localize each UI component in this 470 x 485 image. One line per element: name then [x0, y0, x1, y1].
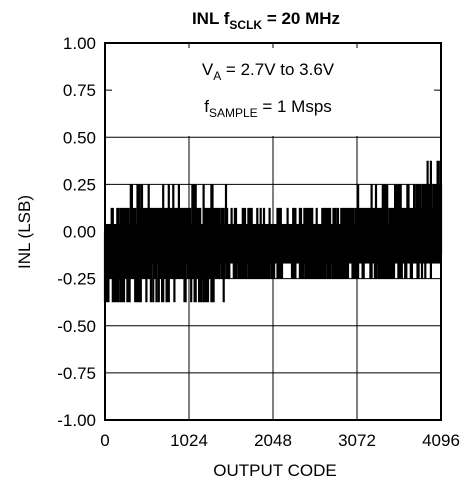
annotation-bg	[112, 48, 434, 136]
annotation-supply-rest: = 2.7V to 3.6V	[221, 60, 335, 79]
y-axis-title: INL (LSB)	[15, 195, 34, 269]
x-tick-label-4: 4096	[422, 431, 460, 450]
annotation-supply-range: VA = 2.7V to 3.6V	[202, 60, 335, 83]
chart-title: INL fSCLK = 20 MHz	[192, 9, 340, 32]
y-tick-label-6: -0.50	[57, 317, 96, 336]
x-tick-labels: 0 1024 2048 3072 4096	[100, 431, 460, 450]
x-tick-label-3: 3072	[338, 431, 376, 450]
annotation-sample-rate: fSAMPLE = 1 Msps	[204, 97, 332, 120]
x-tick-label-0: 0	[100, 431, 109, 450]
y-tick-label-3: 0.25	[63, 175, 96, 194]
y-tick-label-4: 0.00	[63, 223, 96, 242]
y-tick-label-1: 0.75	[63, 81, 96, 100]
chart-title-suffix: = 20 MHz	[262, 9, 340, 28]
annotation-supply-sub: A	[213, 69, 221, 83]
y-tick-label-0: 1.00	[63, 34, 96, 53]
x-tick-label-1: 1024	[170, 431, 208, 450]
chart-title-sub: SCLK	[229, 18, 262, 32]
y-tick-labels: 1.00 0.75 0.50 0.25 0.00 -0.25 -0.50 -0.75 -1.00	[57, 34, 96, 430]
x-axis-title: OUTPUT CODE	[213, 461, 336, 480]
chart-title-prefix: INL f	[192, 9, 230, 28]
inl-series	[103, 160, 443, 303]
annotation-sample-sub: SAMPLE	[209, 106, 258, 120]
y-tick-label-7: -0.75	[57, 364, 96, 383]
y-tick-label-5: -0.25	[57, 270, 96, 289]
annotation-sample-main: f	[204, 97, 209, 116]
inl-band-core	[105, 223, 441, 264]
y-tick-label-8: -1.00	[57, 411, 96, 430]
y-tick-label-2: 0.50	[63, 128, 96, 147]
x-tick-label-2: 2048	[254, 431, 292, 450]
plot-frame	[104, 42, 442, 421]
annotation-sample-rest: = 1 Msps	[258, 97, 332, 116]
annotation-supply-main: V	[202, 60, 214, 79]
